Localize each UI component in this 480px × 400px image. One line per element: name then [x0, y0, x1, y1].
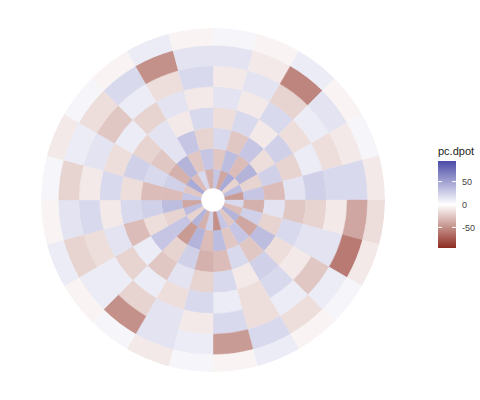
heat-cell — [194, 128, 213, 150]
heat-cell — [99, 200, 123, 229]
colorbar-tick: -50 — [462, 223, 475, 233]
colorbar-tick-mark — [452, 181, 456, 182]
colorbar-tick-mark — [452, 204, 456, 205]
legend-title: pc.dpot — [438, 145, 474, 157]
heat-cell — [283, 176, 306, 200]
colorbar-tick-mark — [438, 204, 442, 205]
heat-cell — [64, 277, 103, 321]
heat-cell — [178, 310, 213, 335]
colorbar — [438, 161, 456, 248]
colorbar-tick-mark — [438, 181, 442, 182]
plot-area — [41, 28, 385, 372]
heat-cell — [91, 309, 135, 348]
heat-cell — [213, 290, 242, 314]
heat-cell — [168, 28, 213, 50]
colorbar-tick-label: 50 — [462, 177, 472, 187]
heat-cell — [213, 230, 226, 252]
heat-cell — [91, 51, 135, 90]
colorbar-tick: 50 — [462, 177, 472, 187]
legend: pc.dpot -50 0 50 — [438, 145, 475, 249]
heat-cell — [323, 200, 348, 235]
heat-cell — [363, 155, 385, 200]
heat-cell — [253, 334, 299, 366]
colorbar-axis-line — [456, 162, 457, 249]
heat-cell — [290, 309, 334, 348]
heat-cell — [213, 310, 248, 335]
heat-cell — [322, 277, 361, 321]
heat-cell — [79, 165, 104, 200]
heat-cell — [168, 350, 213, 372]
heat-cell — [290, 51, 334, 90]
heat-cell — [323, 165, 348, 200]
heat-cell — [47, 114, 79, 160]
heat-cell — [213, 28, 258, 50]
heat-cell — [64, 78, 103, 122]
heat-cell — [347, 114, 379, 160]
heat-cell — [79, 200, 104, 235]
heat-cell — [184, 86, 213, 110]
heat-cell — [127, 34, 173, 66]
heat-cell — [213, 212, 221, 231]
heat-cell — [243, 187, 265, 200]
heat-cell — [213, 270, 237, 293]
heat-cell — [225, 192, 244, 200]
heat-cell — [213, 350, 258, 372]
heat-cell — [189, 107, 213, 130]
chart: pc.dpot -50 0 50 — [0, 0, 480, 400]
heat-cell — [303, 171, 327, 200]
heat-cell — [205, 169, 213, 188]
heat-cell — [322, 78, 361, 122]
heat-cell — [120, 200, 143, 224]
heat-cell — [41, 200, 63, 245]
heat-cell — [41, 155, 63, 200]
colorbar-tick: 0 — [462, 200, 467, 210]
heat-cell — [200, 148, 213, 170]
heat-cell — [347, 240, 379, 286]
heat-cell — [263, 181, 285, 200]
colorbar-tick-mark — [452, 227, 456, 228]
heat-cell — [363, 200, 385, 245]
colorbar-tick-label: 0 — [462, 200, 467, 210]
heat-cell — [127, 334, 173, 366]
colorbar-axis: -50 0 50 — [457, 162, 476, 249]
heat-cell — [253, 34, 299, 66]
heat-cell — [178, 66, 213, 91]
heat-cell — [182, 200, 201, 208]
heat-cell — [213, 250, 232, 272]
heat-cell — [213, 66, 248, 91]
heat-cell — [161, 200, 183, 213]
colorbar-tick-mark — [438, 227, 442, 228]
heat-cell — [141, 200, 163, 219]
heat-cell — [47, 240, 79, 286]
colorbar-tick-label: -50 — [462, 223, 475, 233]
